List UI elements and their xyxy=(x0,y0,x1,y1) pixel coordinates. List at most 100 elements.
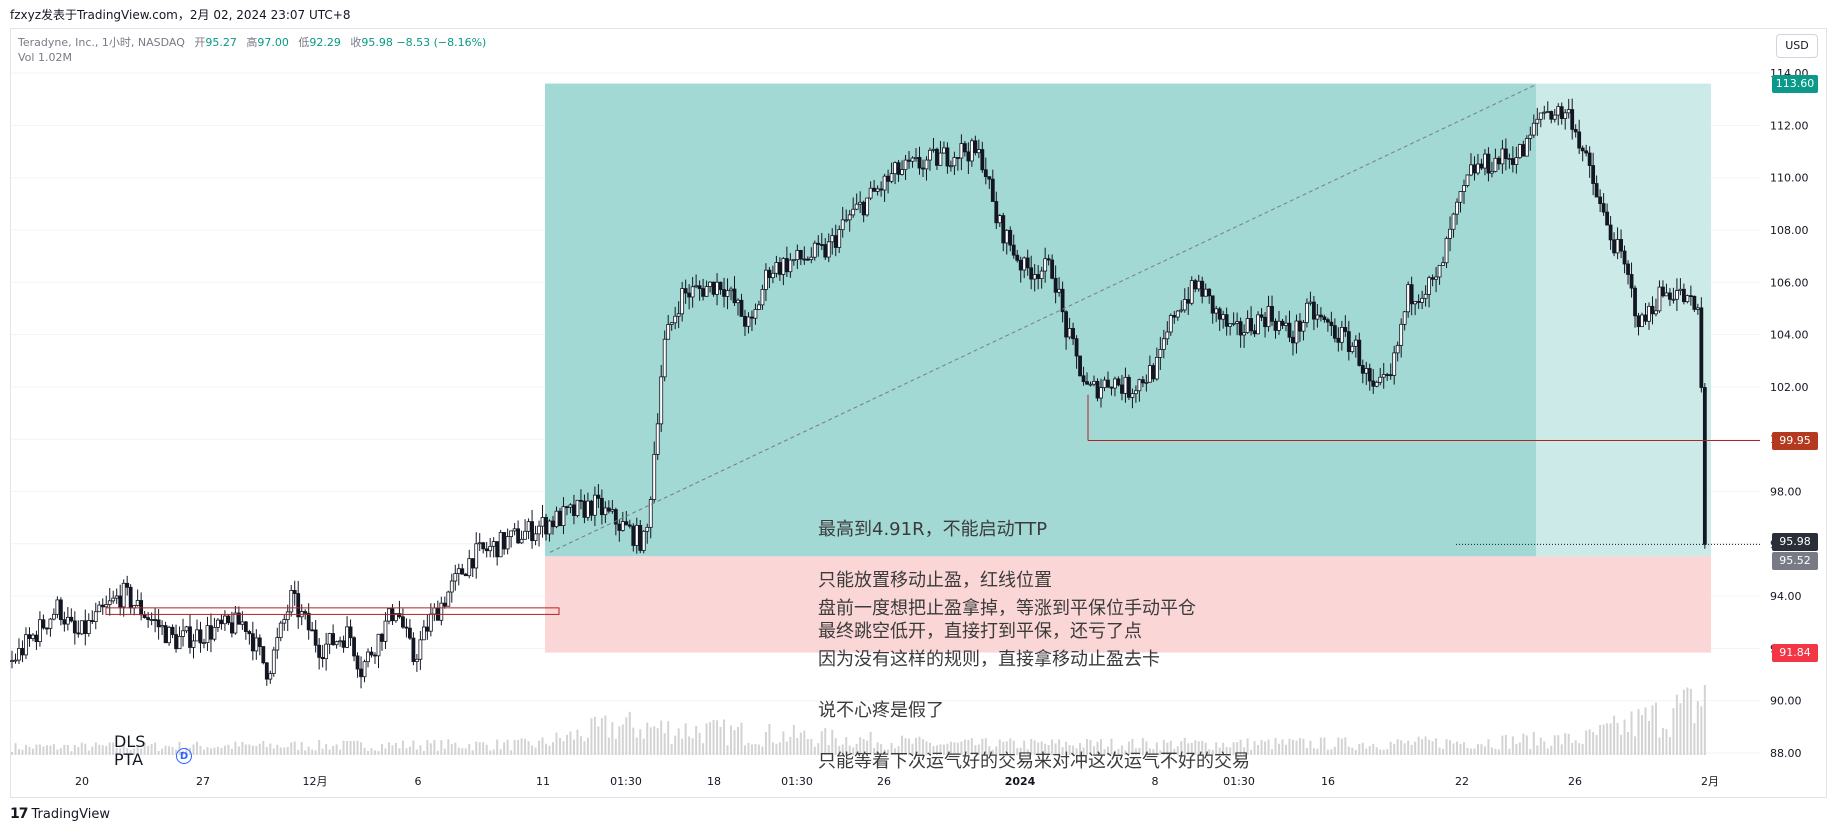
volume-bar xyxy=(1319,737,1322,755)
volume-bar xyxy=(1131,738,1134,755)
candle-body xyxy=(582,500,587,518)
candle-body xyxy=(882,175,887,191)
volume-bar xyxy=(1295,740,1298,755)
candle-body xyxy=(743,315,747,327)
volume-bar xyxy=(576,729,579,755)
volume-bar xyxy=(869,731,872,755)
volume-bar xyxy=(1298,738,1301,755)
volume-bar xyxy=(1030,738,1033,755)
volume-bar xyxy=(541,737,544,755)
volume-bar xyxy=(1229,747,1232,755)
profit-zone-extended xyxy=(1536,83,1711,557)
volume-bar xyxy=(98,744,101,755)
volume-bar xyxy=(890,743,893,755)
candle-body xyxy=(257,637,262,647)
volume-bar xyxy=(140,748,143,755)
candle-body xyxy=(1252,330,1257,335)
candle-body xyxy=(903,159,908,171)
candle-body xyxy=(250,633,255,652)
candle-body xyxy=(1182,299,1187,311)
candle-body xyxy=(1270,306,1274,322)
candle-body xyxy=(1332,325,1337,339)
loss-note-line: 盘前一度想把止盈拿掉，等涨到平保位手动平仓 xyxy=(818,598,1196,619)
volume-bar xyxy=(1476,744,1479,755)
profit-note-line: 最高到4.91R，不能启动TTP xyxy=(818,519,1048,540)
candle-body xyxy=(1113,378,1117,389)
volume-bar xyxy=(894,748,897,755)
candle-body xyxy=(1636,315,1641,328)
candle-body xyxy=(1179,309,1184,312)
candle-body xyxy=(1650,305,1655,315)
volume-bar xyxy=(1469,748,1472,755)
volume-bar xyxy=(719,726,722,755)
candle-body xyxy=(205,625,210,644)
volume-bar xyxy=(370,748,373,755)
candle-body xyxy=(90,620,95,622)
candle-body xyxy=(1235,321,1240,324)
volume-bar xyxy=(258,743,261,755)
candle-body xyxy=(1127,376,1131,398)
volume-bar xyxy=(471,750,474,755)
candle-body xyxy=(198,629,203,644)
volume-bar xyxy=(401,740,404,755)
candle-body xyxy=(1025,257,1030,269)
volume-bar xyxy=(1159,750,1162,755)
candle-body xyxy=(1172,315,1177,318)
candle-body xyxy=(620,521,625,531)
candle-body xyxy=(1531,122,1536,136)
volume-bar xyxy=(1337,737,1340,755)
volume-bar xyxy=(325,744,328,755)
dividend-badge-icon[interactable]: D xyxy=(176,748,192,764)
candle-body xyxy=(1057,288,1062,293)
candle-body xyxy=(1695,307,1700,310)
candle-body xyxy=(554,510,559,528)
volume-bar xyxy=(1529,749,1532,755)
currency-button[interactable]: USD xyxy=(1776,34,1818,58)
candle-body xyxy=(1011,244,1016,256)
candle-body xyxy=(840,219,845,231)
candle-body xyxy=(558,510,562,526)
volume-bar xyxy=(531,745,534,755)
tradingview-logo-icon: 17 xyxy=(10,806,29,822)
candle-body xyxy=(345,626,349,648)
volume-bar xyxy=(360,742,363,755)
candle-body xyxy=(994,201,999,224)
candle-body xyxy=(1688,295,1693,298)
volume-bar xyxy=(1072,745,1075,755)
volume-bar xyxy=(227,744,230,755)
volume-bar xyxy=(764,731,767,755)
volume-bar xyxy=(1100,739,1102,755)
volume-bar xyxy=(834,738,837,755)
candle-body xyxy=(1287,322,1292,338)
volume-bar xyxy=(1606,723,1609,755)
volume-bar xyxy=(1407,740,1410,755)
candle-body xyxy=(1147,365,1152,383)
volume-bar xyxy=(283,747,286,755)
volume-bar xyxy=(342,740,345,755)
candle-body xyxy=(418,639,423,660)
tradingview-brand[interactable]: 17 TradingView xyxy=(10,806,110,822)
candle-body xyxy=(526,521,531,532)
candle-body xyxy=(1158,349,1163,358)
candle-body xyxy=(1619,239,1623,252)
volume-bar xyxy=(939,744,942,755)
x-tick-label: 12月 xyxy=(303,775,328,788)
candle-body xyxy=(1510,158,1515,165)
volume-bar xyxy=(1700,706,1703,755)
volume-bar xyxy=(660,720,663,755)
candle-body xyxy=(1200,280,1205,297)
volume-bar xyxy=(1222,742,1225,755)
volume-bar xyxy=(1208,749,1211,755)
volume-bar xyxy=(1054,743,1057,755)
volume-bar xyxy=(1599,724,1602,755)
volume-bar xyxy=(918,736,921,755)
volume-bar xyxy=(1585,730,1588,755)
candle-body xyxy=(1608,224,1613,241)
volume-bar xyxy=(1693,723,1696,755)
candle-body xyxy=(1563,112,1568,119)
y-tick-label: 112.00 xyxy=(1770,119,1809,132)
candle-body xyxy=(135,600,140,606)
volume-bar xyxy=(1490,747,1493,755)
volume-bar xyxy=(56,749,59,755)
